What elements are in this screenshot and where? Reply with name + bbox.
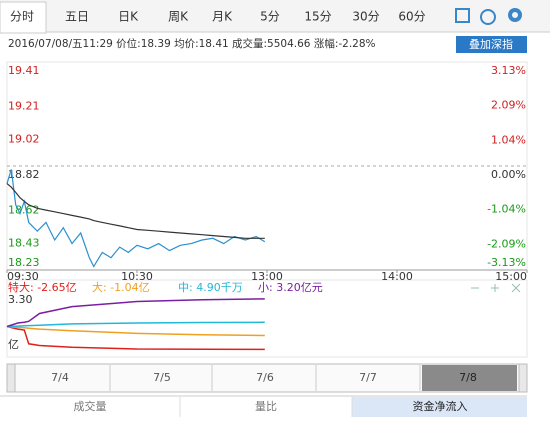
y2-tick-label: 1.04%	[491, 133, 526, 146]
y-tick-label: 3.30	[8, 293, 33, 306]
x-tick-label: 15:00	[495, 270, 527, 283]
tab[interactable]: 分时	[10, 10, 34, 24]
legend-entry: 小: 3.20亿元	[258, 281, 323, 294]
flow-line	[6, 321, 265, 328]
flow-line	[6, 325, 265, 351]
info-line: 2016/07/08/五11:29 价位:18.39 均价:18.41 成交量:…	[8, 37, 376, 50]
x-tick-label: 13:00	[251, 270, 283, 283]
flow-line	[6, 325, 265, 337]
y2-tick-label: -3.13%	[487, 256, 526, 269]
tab[interactable]: 60分	[398, 10, 425, 24]
price-line	[6, 169, 266, 268]
y-tick-label: 18.43	[8, 237, 40, 250]
y-tick-label: 19.41	[8, 64, 40, 77]
x-tick-label: 14:00	[381, 270, 413, 283]
y-tick-label: 19.21	[8, 99, 40, 112]
y-unit-label: 亿	[8, 338, 19, 351]
tab[interactable]: 日K	[118, 10, 139, 24]
navigator-date[interactable]: 7/5	[153, 371, 171, 384]
navigator-date[interactable]: 7/4	[51, 371, 69, 384]
navigator-date[interactable]: 7/8	[459, 371, 477, 384]
active-bottom-tab[interactable]	[352, 397, 527, 417]
bottom-tab[interactable]: 成交量	[74, 399, 107, 413]
x-tick-label: 10:30	[121, 270, 153, 283]
legend-entry: 中: 4.90千万	[178, 281, 243, 294]
legend-entry: 大: -1.04亿	[92, 280, 150, 294]
y2-tick-label: 2.09%	[491, 99, 526, 112]
overlay-button-label[interactable]: 叠加深指	[469, 37, 513, 51]
y-tick-label: 18.23	[8, 256, 40, 269]
flow-line	[6, 298, 265, 328]
legend-entry: 特大: -2.65亿	[8, 280, 77, 294]
y-tick-label: 18.82	[8, 168, 40, 181]
tab[interactable]: 五日	[65, 10, 89, 24]
tab-bar	[0, 0, 550, 32]
navigator-date[interactable]: 7/6	[256, 371, 274, 384]
tool-icons[interactable]	[455, 8, 522, 25]
zoom-icons[interactable]	[471, 283, 521, 293]
navigator-right-handle[interactable]	[518, 363, 528, 393]
flow-plot-frame	[6, 279, 528, 358]
navigator-date[interactable]: 7/7	[359, 371, 377, 384]
y-tick-label: 18.62	[8, 203, 40, 216]
y2-tick-label: 3.13%	[491, 64, 526, 77]
y-tick-label: 19.02	[8, 133, 40, 146]
y2-tick-label: 0.00%	[491, 168, 526, 181]
overlay-button[interactable]	[456, 36, 527, 53]
tab[interactable]: 15分	[304, 10, 331, 24]
navigator-selection[interactable]	[422, 365, 517, 391]
tab[interactable]: 30分	[352, 10, 379, 24]
price-line	[6, 183, 265, 239]
tab[interactable]: 周K	[168, 10, 189, 24]
y2-tick-label: -2.09%	[487, 237, 526, 250]
active-tab[interactable]	[0, 1, 47, 34]
y2-tick-label: -1.04%	[487, 203, 526, 216]
tab[interactable]: 月K	[212, 10, 233, 24]
tab[interactable]: 5分	[260, 10, 280, 24]
x-tick-label: 09:30	[7, 270, 39, 283]
bottom-tab[interactable]: 资金净流入	[413, 399, 468, 413]
bottom-tab[interactable]: 量比	[255, 400, 277, 413]
navigator-left-handle[interactable]	[6, 363, 16, 393]
